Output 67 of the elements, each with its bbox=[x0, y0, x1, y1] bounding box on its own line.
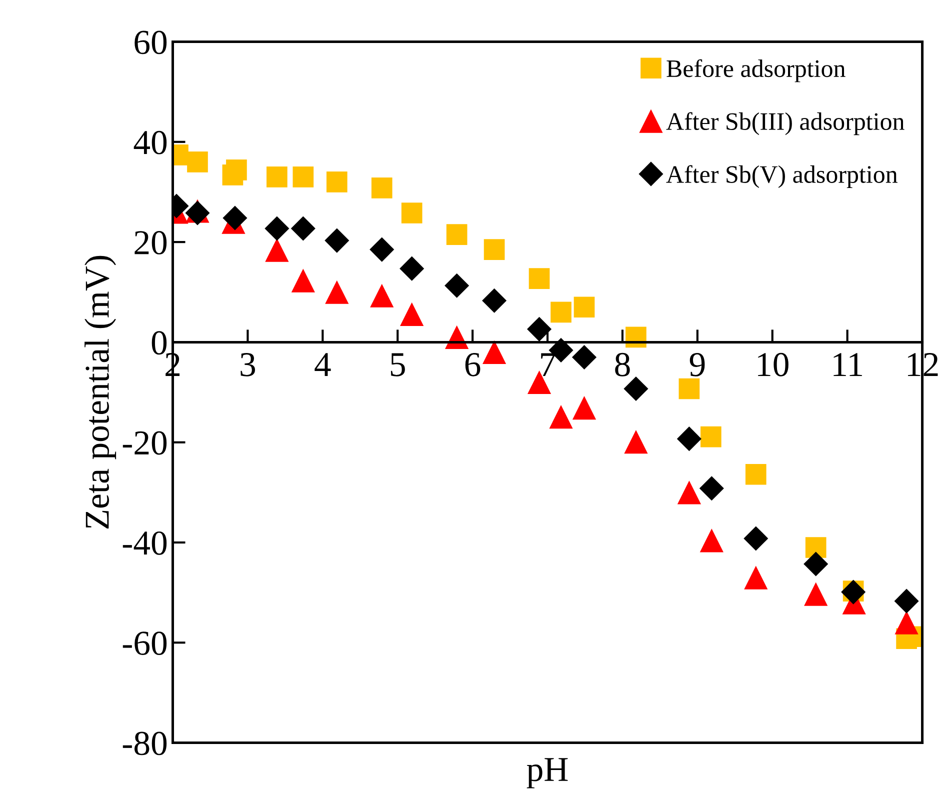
x-tick-label: 4 bbox=[314, 353, 331, 376]
point bbox=[624, 376, 648, 402]
y-tick-label: -20 bbox=[122, 431, 167, 455]
point bbox=[804, 582, 828, 606]
point bbox=[484, 239, 505, 260]
point bbox=[550, 302, 572, 323]
point bbox=[226, 160, 247, 180]
y-tick-label: -80 bbox=[122, 732, 167, 756]
point bbox=[400, 302, 424, 326]
point bbox=[264, 216, 290, 241]
y-tick-label: 20 bbox=[134, 231, 167, 254]
x-tick-label: 11 bbox=[834, 353, 862, 376]
point bbox=[572, 396, 596, 420]
point bbox=[574, 296, 595, 318]
x-axis-title: pH bbox=[526, 758, 568, 788]
point bbox=[265, 238, 289, 262]
point bbox=[326, 172, 348, 192]
point bbox=[528, 268, 550, 290]
point bbox=[700, 426, 722, 448]
point bbox=[482, 340, 506, 364]
point bbox=[444, 273, 470, 298]
y-tick-label: -40 bbox=[122, 531, 167, 555]
point bbox=[324, 228, 350, 253]
point bbox=[572, 344, 597, 370]
point bbox=[187, 152, 208, 172]
legend-label: After Sb(III) adsorption bbox=[666, 112, 904, 136]
point bbox=[699, 476, 724, 501]
x-tick-label: 9 bbox=[690, 353, 705, 376]
y-tick-label: 40 bbox=[134, 130, 167, 154]
point bbox=[894, 610, 918, 634]
point bbox=[745, 464, 766, 485]
point bbox=[446, 224, 468, 245]
point bbox=[744, 566, 768, 590]
x-tick-label: 10 bbox=[758, 352, 788, 376]
point bbox=[325, 280, 349, 304]
point bbox=[676, 426, 702, 452]
point bbox=[291, 268, 315, 292]
x-tick-label: 3 bbox=[240, 353, 256, 376]
point bbox=[549, 404, 573, 429]
point bbox=[804, 552, 828, 576]
point bbox=[678, 378, 700, 400]
x-tick-label: 8 bbox=[615, 352, 630, 376]
y-tick-label: 0 bbox=[152, 331, 167, 355]
y-axis-title: Zeta potential (mV) bbox=[84, 256, 116, 528]
point bbox=[292, 166, 314, 188]
legend-label: Before adsorption bbox=[666, 59, 846, 82]
point bbox=[677, 480, 701, 504]
x-tick-label: 5 bbox=[390, 353, 405, 376]
point bbox=[370, 237, 394, 262]
point bbox=[744, 526, 768, 551]
point bbox=[400, 256, 424, 281]
legend-label: After Sb(V) adsorption bbox=[666, 165, 898, 188]
point bbox=[700, 528, 724, 552]
point bbox=[222, 206, 248, 230]
point bbox=[370, 284, 394, 308]
point bbox=[371, 178, 392, 198]
point bbox=[266, 166, 288, 188]
point bbox=[894, 588, 919, 614]
point bbox=[401, 202, 422, 224]
point bbox=[624, 430, 648, 454]
y-tick-label: -60 bbox=[122, 632, 167, 656]
point bbox=[482, 288, 507, 313]
point bbox=[805, 537, 826, 558]
y-tick-label: 60 bbox=[134, 30, 167, 54]
x-tick-label: 6 bbox=[465, 353, 480, 376]
point bbox=[290, 216, 316, 241]
point bbox=[527, 316, 552, 342]
